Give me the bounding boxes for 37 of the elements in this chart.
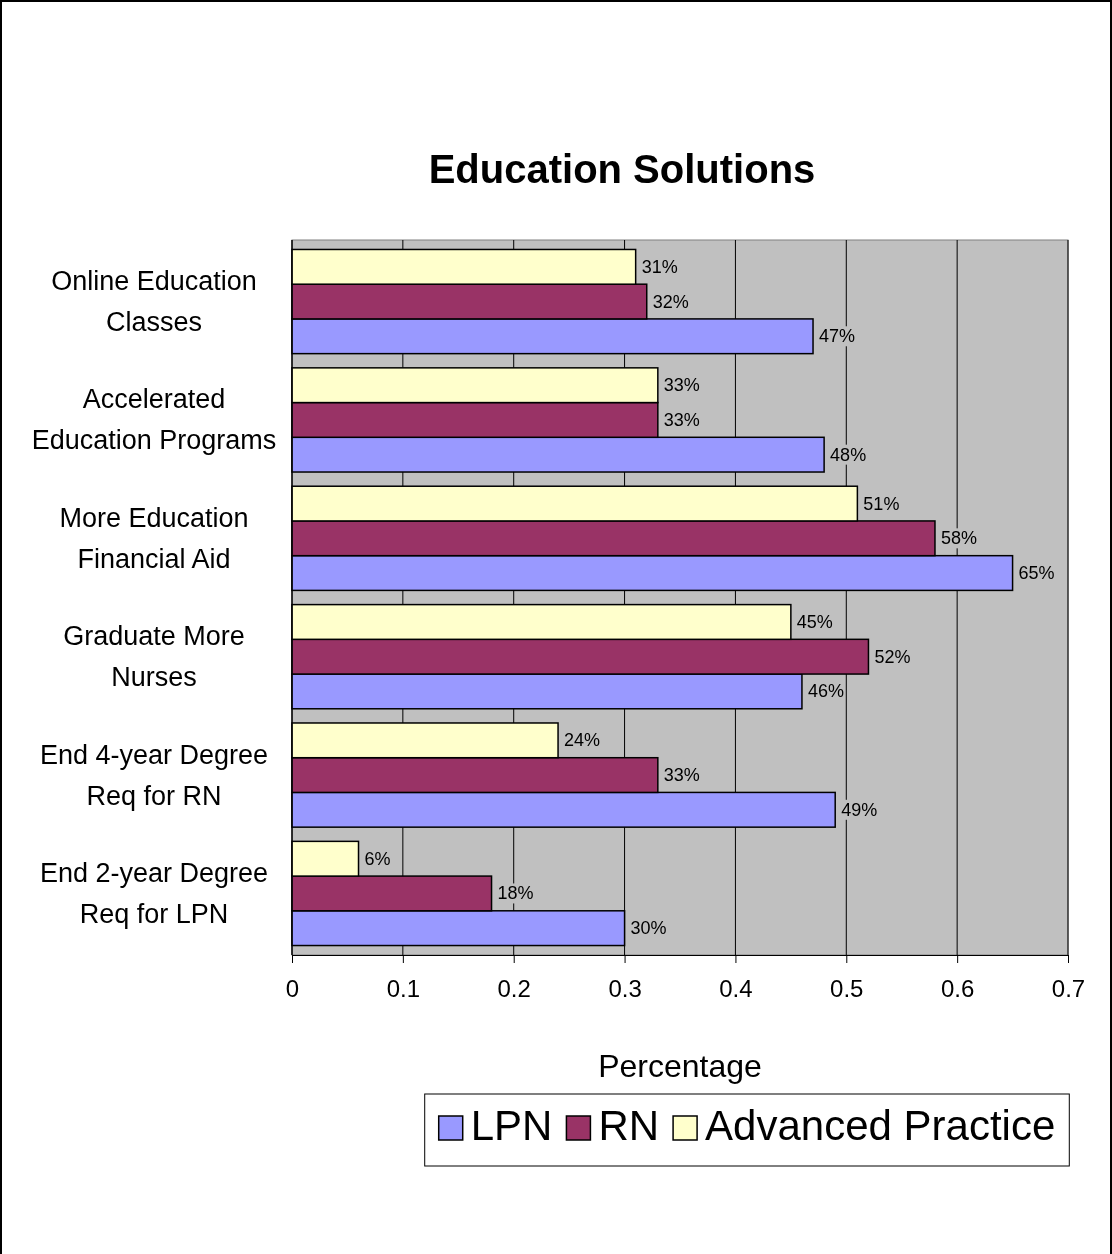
data-label: 24% [564, 730, 601, 751]
data-label: 6% [364, 848, 391, 869]
x-tick-label: 0.5 [830, 975, 864, 1003]
data-label: 33% [663, 409, 700, 430]
legend-label: RN [598, 1102, 660, 1149]
x-tick-label: 0.3 [608, 975, 642, 1003]
data-label: 48% [830, 444, 867, 465]
data-label: 32% [652, 291, 689, 312]
data-label: 18% [497, 883, 534, 904]
data-label: 47% [819, 326, 856, 347]
x-tick-label: 0.2 [497, 975, 531, 1003]
y-tick-label: Online Education Classes [51, 266, 257, 338]
y-tick-label: More Education Financial Aid [59, 502, 249, 574]
legend-label: Advanced Practice [705, 1102, 1056, 1149]
x-tick-label: 0 [285, 975, 300, 1003]
y-tick-label: Graduate More Nurses [63, 621, 245, 693]
x-tick-label: 0.6 [940, 975, 975, 1003]
x-tick-label: 0.1 [386, 975, 421, 1003]
data-label: 46% [807, 681, 844, 702]
data-label: 33% [663, 765, 700, 786]
data-label: 58% [940, 528, 977, 549]
data-label: 51% [863, 493, 900, 514]
y-tick-label: End 4-year Degree Req for RN [39, 739, 269, 811]
data-label: 31% [641, 256, 678, 277]
x-tick-label: 0.4 [719, 975, 753, 1003]
chart-title: Education Solutions [428, 147, 816, 191]
data-label: 45% [796, 611, 833, 632]
x-axis-title: Percentage [598, 1048, 762, 1084]
data-label: 65% [1018, 563, 1055, 584]
x-tick-label: 0.7 [1051, 975, 1086, 1003]
data-label: 49% [841, 799, 878, 820]
data-label: 52% [874, 646, 911, 667]
data-label: 33% [663, 375, 700, 396]
y-tick-label: Accelerated Education Programs [31, 384, 277, 456]
y-tick-label: End 2-year Degree Req for LPN [39, 857, 269, 929]
data-label: 30% [630, 918, 667, 939]
legend-label: LPN [470, 1102, 553, 1149]
